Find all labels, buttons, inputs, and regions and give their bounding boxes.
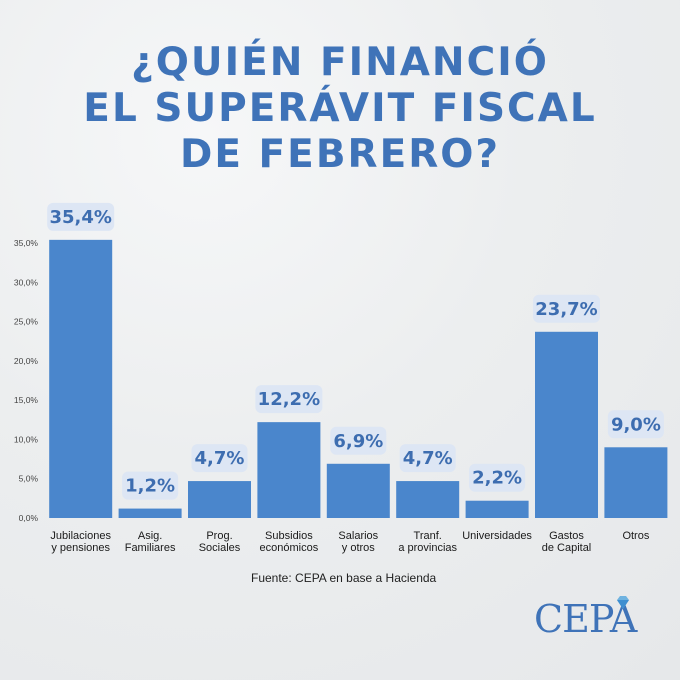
data-label: 1,2%	[125, 476, 175, 497]
category-label: y otros	[342, 542, 376, 554]
category-label: económicos	[260, 542, 319, 554]
category-label: Prog.	[206, 530, 232, 542]
chart-title: ¿QUIÉN FINANCIÓ EL SUPERÁVIT FISCAL DE F…	[0, 40, 680, 178]
category-label: Jubilaciones	[50, 530, 111, 542]
data-label-pill	[255, 385, 323, 414]
category-label: a provincias	[398, 542, 457, 554]
data-label-pill	[533, 294, 600, 323]
y-tick-label: 15,0%	[14, 395, 39, 405]
bar	[604, 447, 668, 518]
data-label: 9,0%	[611, 414, 661, 435]
data-label-pill	[607, 410, 664, 439]
y-tick-label: 35,0%	[14, 238, 39, 248]
category-label: Gastos	[549, 530, 584, 542]
diamond-icon	[617, 596, 629, 609]
bar	[188, 481, 251, 518]
data-label-pill	[122, 471, 179, 500]
data-label: 12,2%	[258, 389, 320, 410]
title-line-1: ¿QUIÉN FINANCIÓ	[131, 40, 549, 85]
cepa-logo: CEPA	[534, 596, 644, 642]
category-label: Tranf.	[414, 530, 442, 542]
category-label: Subsidios	[265, 530, 313, 542]
data-label-pill	[330, 426, 387, 455]
bar	[396, 481, 460, 518]
data-label: 4,7%	[403, 448, 453, 469]
title-line-3: DE FEBRERO?	[179, 132, 501, 177]
data-label: 6,9%	[333, 431, 383, 452]
category-label: Sociales	[199, 542, 241, 554]
data-label: 4,7%	[195, 448, 245, 469]
category-label: Universidades	[462, 530, 532, 542]
y-tick-label: 30,0%	[14, 277, 39, 287]
bar	[49, 239, 113, 518]
bar	[465, 500, 529, 518]
y-tick-label: 20,0%	[14, 356, 39, 366]
bar	[118, 508, 182, 518]
data-label-pill	[469, 463, 526, 492]
category-label: Asig.	[138, 530, 162, 542]
bar	[535, 331, 598, 518]
source-text: Fuente: CEPA en base a Hacienda	[251, 571, 437, 585]
data-label-pill	[399, 444, 456, 473]
category-label: Familiares	[125, 542, 176, 554]
y-tick-label: 25,0%	[14, 317, 39, 327]
title-line-2: EL SUPERÁVIT FISCAL	[83, 86, 597, 131]
category-label: Salarios	[338, 530, 378, 542]
data-label: 35,4%	[49, 207, 111, 228]
y-tick-label: 5,0%	[19, 474, 39, 484]
data-label: 23,7%	[535, 299, 597, 320]
bar	[257, 422, 321, 518]
data-label-pill	[47, 202, 115, 231]
category-label: de Capital	[542, 542, 592, 554]
category-label: y pensiones	[51, 542, 110, 554]
data-label-pill	[191, 444, 248, 473]
data-label: 2,2%	[472, 468, 522, 489]
y-tick-label: 10,0%	[14, 434, 39, 444]
y-tick-label: 0,0%	[19, 513, 39, 523]
category-label: Otros	[622, 530, 649, 542]
bar	[326, 463, 390, 518]
